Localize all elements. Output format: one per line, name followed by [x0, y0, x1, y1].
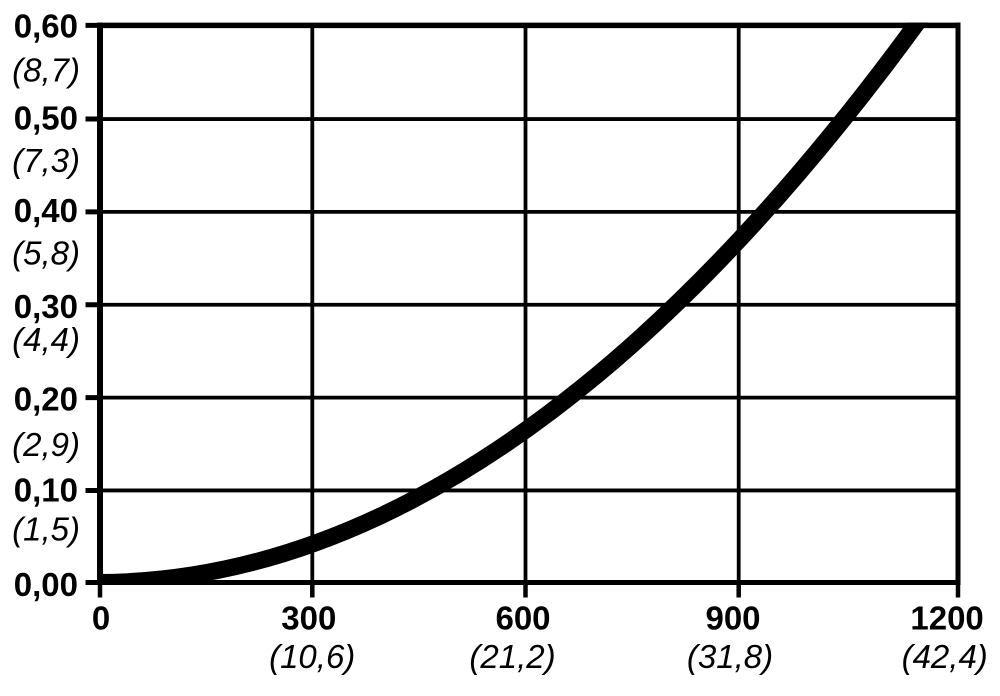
svg-text:0: 0 [92, 600, 110, 637]
svg-text:(7,3): (7,3) [12, 142, 80, 179]
svg-text:0,10: 0,10 [14, 471, 78, 508]
svg-text:0,60: 0,60 [14, 8, 78, 45]
svg-text:(2,9): (2,9) [12, 426, 80, 463]
svg-text:0,40: 0,40 [14, 192, 78, 229]
svg-text:(21,2): (21,2) [469, 638, 555, 675]
svg-text:1200: 1200 [910, 600, 983, 637]
svg-text:(8,7): (8,7) [12, 52, 80, 89]
svg-text:600: 600 [495, 600, 550, 637]
svg-text:0,00: 0,00 [14, 566, 78, 603]
svg-text:(4,4): (4,4) [12, 321, 80, 358]
svg-text:0,50: 0,50 [14, 99, 78, 136]
svg-text:0,30: 0,30 [14, 288, 78, 325]
svg-text:900: 900 [705, 600, 760, 637]
svg-text:(31,8): (31,8) [687, 638, 773, 675]
svg-text:(1,5): (1,5) [12, 511, 80, 548]
svg-text:0,20: 0,20 [14, 381, 78, 418]
svg-text:(5,8): (5,8) [12, 235, 80, 272]
svg-text:(42,4): (42,4) [902, 638, 988, 675]
svg-text:(10,6): (10,6) [269, 638, 355, 675]
svg-text:300: 300 [281, 600, 336, 637]
